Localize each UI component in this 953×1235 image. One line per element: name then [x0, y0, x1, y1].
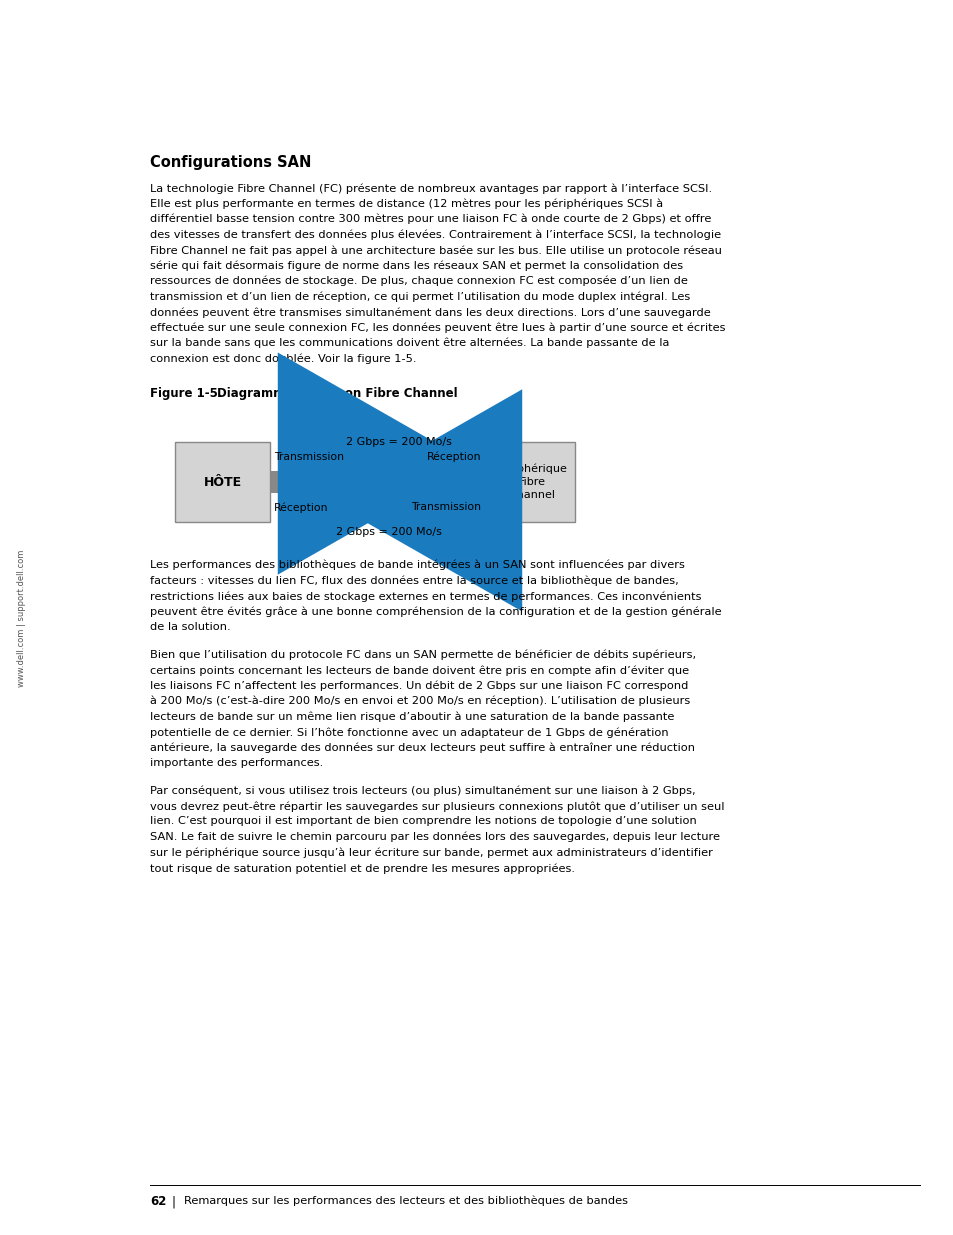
- Text: potentielle de ce dernier. Si l’hôte fonctionne avec un adaptateur de 1 Gbps de : potentielle de ce dernier. Si l’hôte fon…: [150, 727, 668, 737]
- Text: SAN. Le fait de suivre le chemin parcouru par les données lors des sauvegardes, : SAN. Le fait de suivre le chemin parcour…: [150, 832, 720, 842]
- Text: sur le périphérique source jusqu’à leur écriture sur bande, permet aux administr: sur le périphérique source jusqu’à leur …: [150, 847, 712, 858]
- Text: facteurs : vitesses du lien FC, flux des données entre la source et la bibliothè: facteurs : vitesses du lien FC, flux des…: [150, 576, 678, 585]
- Text: antérieure, la sauvegarde des données sur deux lecteurs peut suffire à entraîner: antérieure, la sauvegarde des données su…: [150, 742, 695, 753]
- Text: Fibre Channel ne fait pas appel à une architecture basée sur les bus. Elle utili: Fibre Channel ne fait pas appel à une ar…: [150, 245, 721, 256]
- Text: Configurations SAN: Configurations SAN: [150, 156, 311, 170]
- Text: série qui fait désormais figure de norme dans les réseaux SAN et permet la conso: série qui fait désormais figure de norme…: [150, 261, 682, 270]
- Text: des vitesses de transfert des données plus élevées. Contrairement à l’interface : des vitesses de transfert des données pl…: [150, 230, 720, 240]
- Text: sur la bande sans que les communications doivent être alternées. La bande passan: sur la bande sans que les communications…: [150, 338, 669, 348]
- Text: Transmission: Transmission: [411, 503, 480, 513]
- Text: transmission et d’un lien de réception, ce qui permet l’utilisation du mode dupl: transmission et d’un lien de réception, …: [150, 291, 690, 303]
- Text: peuvent être évités grâce à une bonne compréhension de la configuration et de la: peuvent être évités grâce à une bonne co…: [150, 606, 720, 618]
- Text: Remarques sur les performances des lecteurs et des bibliothèques de bandes: Remarques sur les performances des lecte…: [184, 1195, 627, 1205]
- Bar: [270, 471, 484, 493]
- Text: Elle est plus performante en termes de distance (12 mètres pour les périphérique: Elle est plus performante en termes de d…: [150, 199, 662, 209]
- Text: données peuvent être transmises simultanément dans les deux directions. Lors d’u: données peuvent être transmises simultan…: [150, 308, 710, 317]
- Text: les liaisons FC n’affectent les performances. Un débit de 2 Gbps sur une liaison: les liaisons FC n’affectent les performa…: [150, 680, 688, 692]
- Text: 2 Gbps = 200 Mo/s: 2 Gbps = 200 Mo/s: [335, 527, 441, 537]
- Text: connexion est donc doublée. Voir la figure 1-5.: connexion est donc doublée. Voir la figu…: [150, 353, 416, 364]
- Text: Périphérique
Fibre
Channel: Périphérique Fibre Channel: [497, 463, 567, 500]
- Text: certains points concernant les lecteurs de bande doivent être pris en compte afi: certains points concernant les lecteurs …: [150, 664, 688, 676]
- Text: de la solution.: de la solution.: [150, 622, 231, 632]
- Text: www.dell.com | support.dell.com: www.dell.com | support.dell.com: [17, 550, 27, 687]
- Text: effectuée sur une seule connexion FC, les données peuvent être lues à partir d’u: effectuée sur une seule connexion FC, le…: [150, 322, 724, 333]
- Text: La technologie Fibre Channel (FC) présente de nombreux avantages par rapport à l: La technologie Fibre Channel (FC) présen…: [150, 183, 711, 194]
- Text: HÔTE: HÔTE: [203, 475, 241, 489]
- Text: Réception: Réception: [426, 451, 480, 462]
- Bar: [490, 442, 575, 522]
- Text: importante des performances.: importante des performances.: [150, 758, 323, 768]
- Text: Par conséquent, si vous utilisez trois lecteurs (ou plus) simultanément sur une : Par conséquent, si vous utilisez trois l…: [150, 785, 695, 797]
- Text: lecteurs de bande sur un même lien risque d’aboutir à une saturation de la bande: lecteurs de bande sur un même lien risqu…: [150, 711, 674, 722]
- Text: restrictions liées aux baies de stockage externes en termes de performances. Ces: restrictions liées aux baies de stockage…: [150, 592, 700, 601]
- Text: tout risque de saturation potentiel et de prendre les mesures appropriées.: tout risque de saturation potentiel et d…: [150, 863, 575, 873]
- Text: 62: 62: [150, 1195, 166, 1208]
- Text: Bien que l’utilisation du protocole FC dans un SAN permette de bénéficier de déb: Bien que l’utilisation du protocole FC d…: [150, 650, 696, 659]
- Text: à 200 Mo/s (c’est-à-dire 200 Mo/s en envoi et 200 Mo/s en réception). L’utilisat: à 200 Mo/s (c’est-à-dire 200 Mo/s en env…: [150, 697, 690, 706]
- Bar: [174, 442, 270, 522]
- Text: Transmission: Transmission: [274, 452, 344, 462]
- Text: 2 Gbps = 200 Mo/s: 2 Gbps = 200 Mo/s: [346, 437, 452, 447]
- Text: Les performances des bibliothèques de bande intégrées à un SAN sont influencées : Les performances des bibliothèques de ba…: [150, 559, 684, 571]
- Text: ressources de données de stockage. De plus, chaque connexion FC est composée d’u: ressources de données de stockage. De pl…: [150, 275, 687, 287]
- Text: vous devrez peut-être répartir les sauvegardes sur plusieurs connexions plutôt q: vous devrez peut-être répartir les sauve…: [150, 802, 723, 811]
- Text: Diagramme de liaison Fibre Channel: Diagramme de liaison Fibre Channel: [216, 387, 457, 400]
- Text: Réception: Réception: [274, 503, 328, 513]
- Text: différentiel basse tension contre 300 mètres pour une liaison FC à onde courte d: différentiel basse tension contre 300 mè…: [150, 214, 711, 225]
- Text: lien. C’est pourquoi il est important de bien comprendre les notions de topologi: lien. C’est pourquoi il est important de…: [150, 816, 696, 826]
- Text: |: |: [172, 1195, 175, 1208]
- Text: Figure 1-5.: Figure 1-5.: [150, 387, 222, 400]
